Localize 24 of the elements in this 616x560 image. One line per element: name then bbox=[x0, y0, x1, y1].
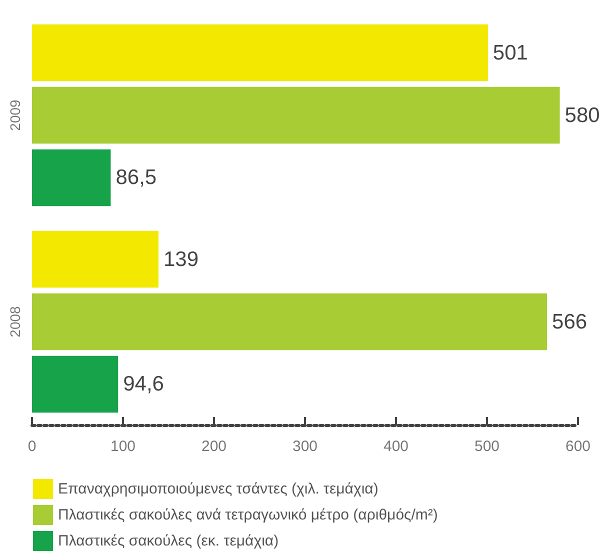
x-tick-label: 600 bbox=[565, 438, 591, 455]
x-tick-label: 100 bbox=[110, 438, 136, 455]
data-label: 580 bbox=[564, 104, 600, 127]
bar bbox=[32, 86, 560, 144]
data-label: 86,5 bbox=[116, 166, 157, 190]
legend-label: Επαναχρησιμοποιούμενες τσάντες (χιλ. τεμάχια) bbox=[58, 480, 378, 498]
bar bbox=[32, 356, 118, 413]
data-label: 139 bbox=[163, 248, 199, 271]
bar bbox=[32, 24, 488, 82]
x-tick-label: 400 bbox=[383, 438, 409, 455]
legend-label: Πλαστικές σακούλες ανά τετραγωνικό μέτρο (αριθμός/m²) bbox=[58, 506, 438, 524]
x-tick-label: 300 bbox=[292, 438, 318, 455]
data-label: 501 bbox=[492, 41, 528, 64]
x-tick-label: 500 bbox=[474, 438, 500, 455]
x-tick-label: 200 bbox=[201, 438, 227, 455]
bar bbox=[32, 293, 548, 350]
x-tick-label: 0 bbox=[28, 438, 36, 455]
legend-label: Πλαστικές σακούλες (εκ. τεμάχια) bbox=[58, 532, 279, 550]
y-tick-label: 2009 bbox=[7, 99, 23, 131]
data-label: 566 bbox=[552, 310, 588, 334]
bar bbox=[32, 230, 158, 288]
bar bbox=[32, 149, 111, 206]
data-label: 94,6 bbox=[123, 372, 164, 396]
y-tick-label: 2008 bbox=[7, 306, 23, 338]
